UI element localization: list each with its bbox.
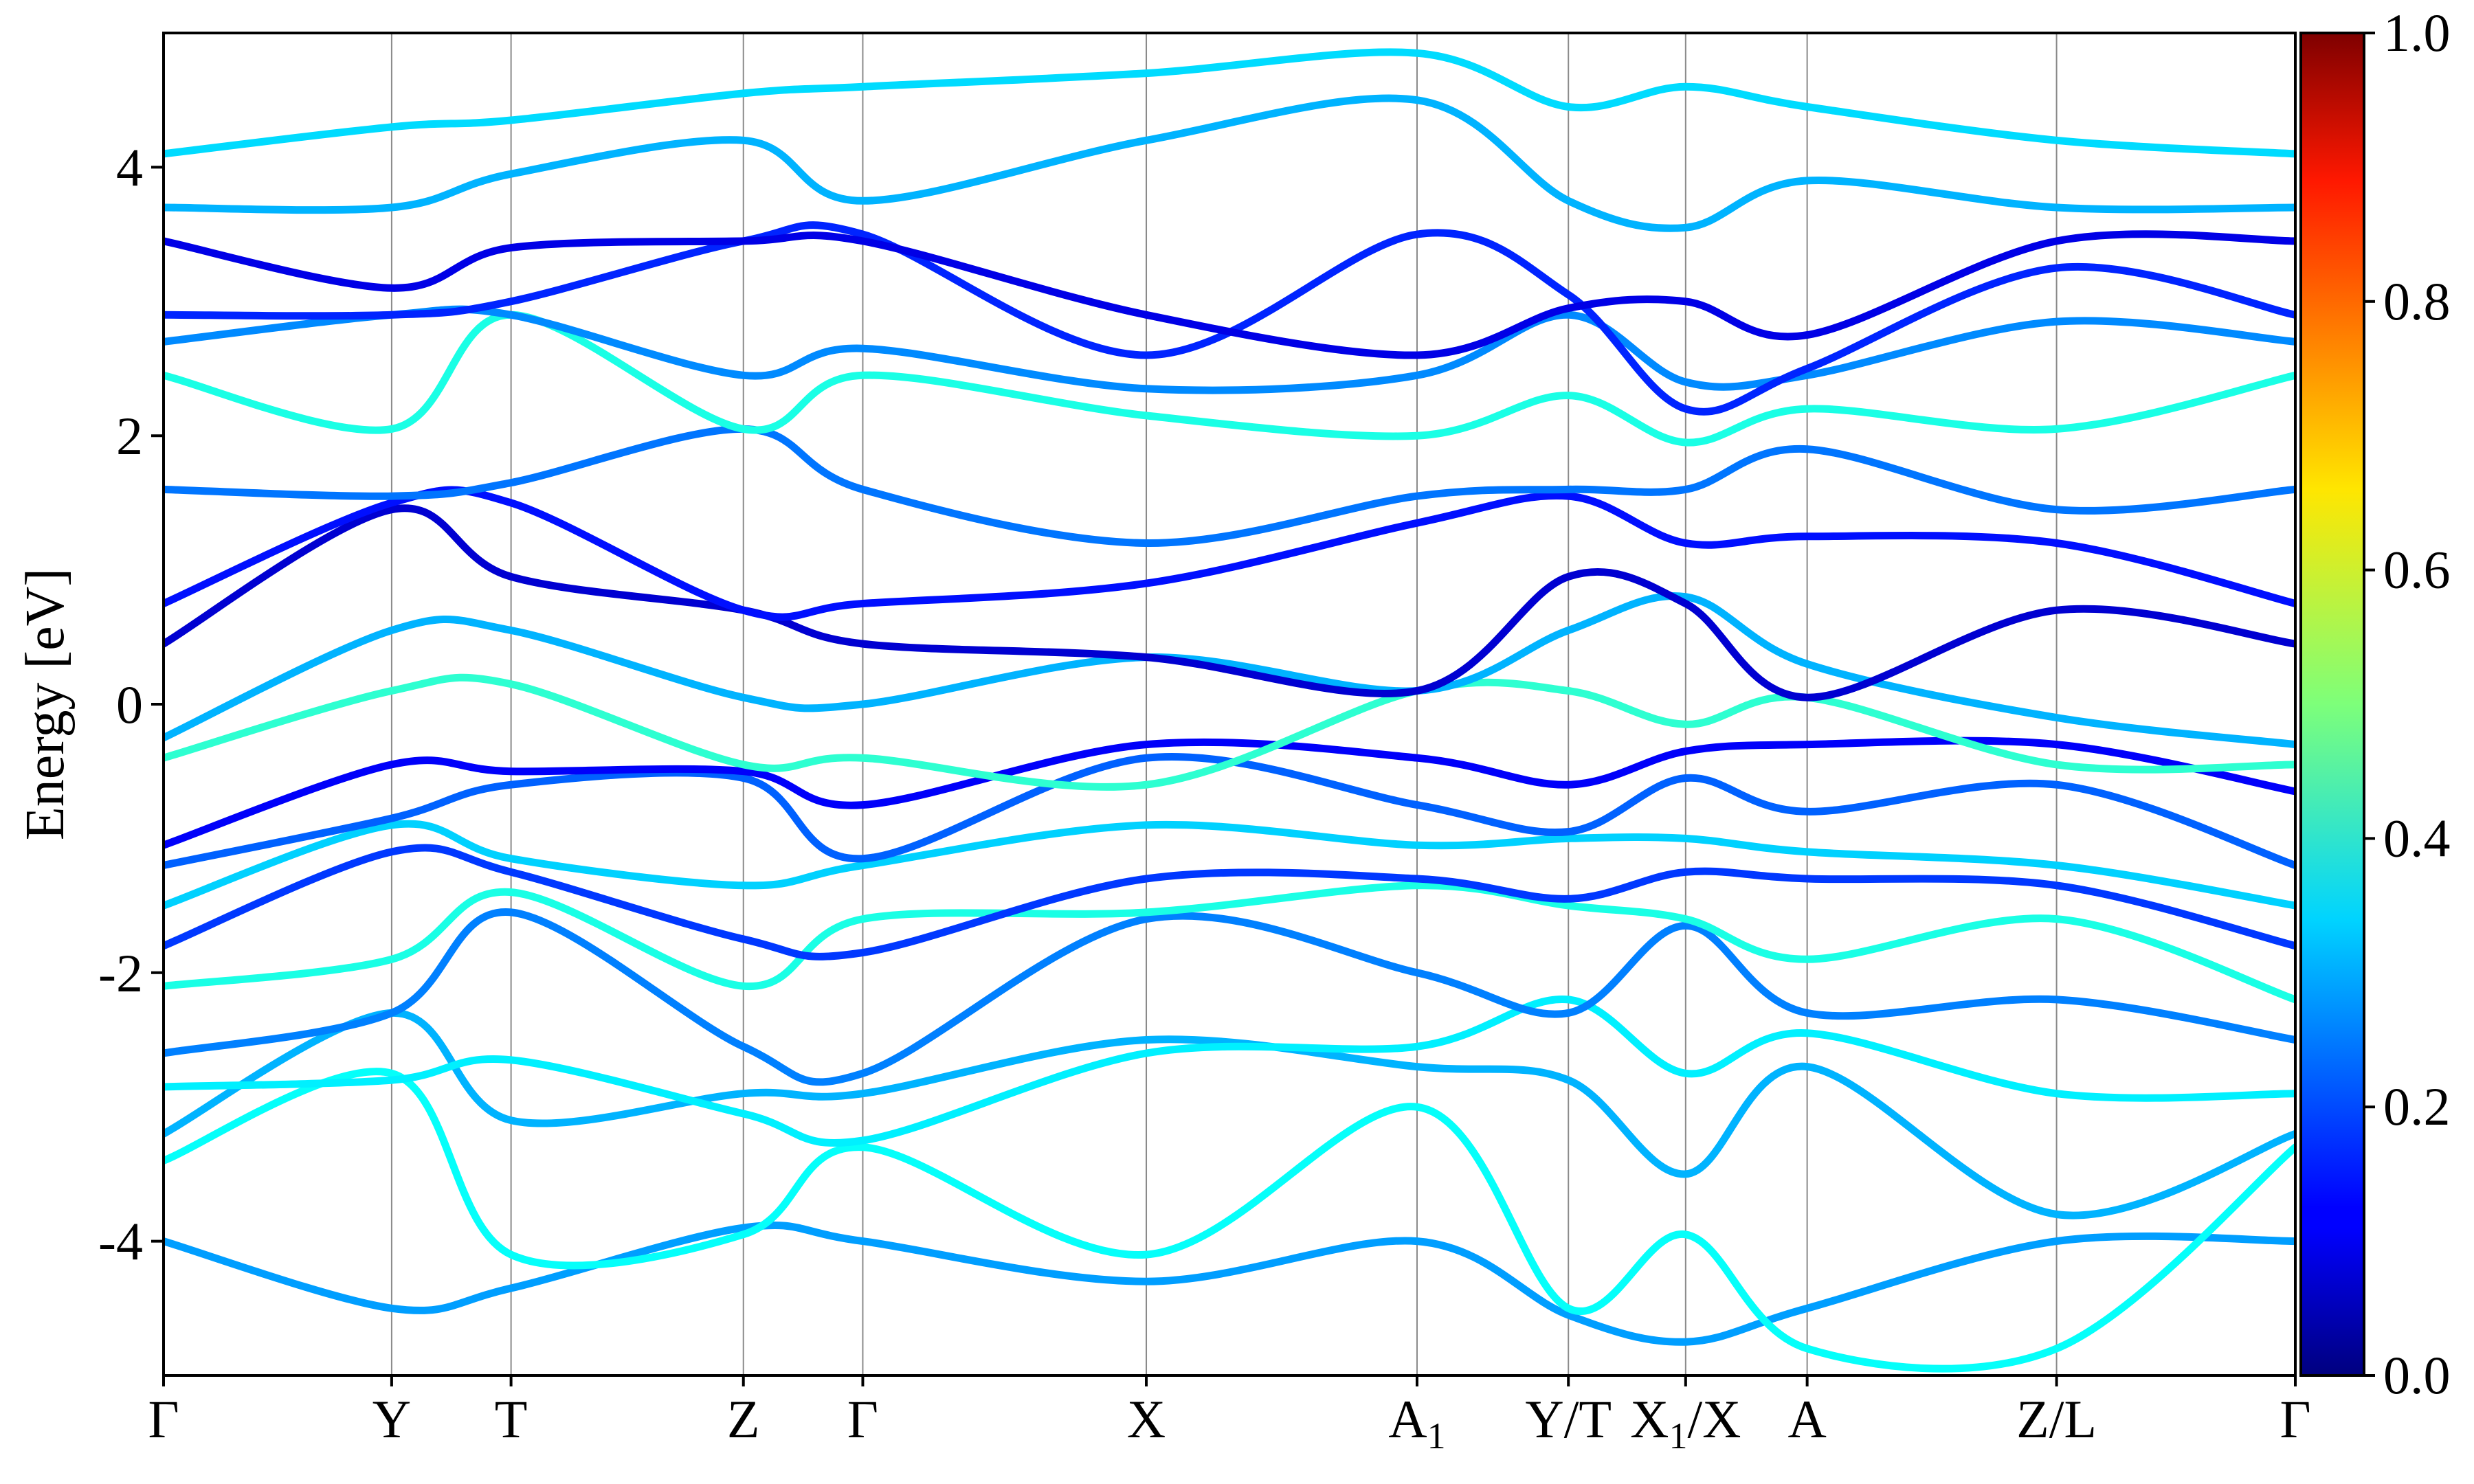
colorbar-tick-label-4: 0.8 (2383, 271, 2451, 331)
y-axis: -4 -2 0 2 4 (98, 137, 164, 1272)
band-3 (164, 995, 2295, 1147)
y-axis-title: Energy [eV] (15, 568, 76, 840)
band-18 (164, 230, 2295, 359)
y-tick-label-4: 4 (116, 137, 143, 197)
band-1 (164, 1068, 2295, 1373)
x-tick-label-10: Z/L (2016, 1389, 2097, 1449)
band-0 (164, 1222, 2295, 1346)
band-8 (164, 752, 2295, 869)
band-16 (164, 305, 2295, 394)
x-tick-label-2: T (495, 1389, 528, 1449)
band-5 (164, 881, 2295, 1004)
y-tick-label-2: 0 (116, 675, 143, 734)
band-17 (164, 221, 2295, 416)
band-6 (164, 844, 2295, 960)
high-symmetry-lines (390, 33, 2058, 1375)
colorbar: 0.0 0.2 0.4 0.6 0.8 1.0 (2299, 3, 2451, 1405)
colorbar-tick-label-0: 0.0 (2383, 1345, 2451, 1405)
colorbar-tick-label-5: 1.0 (2383, 3, 2451, 63)
band-lines (164, 48, 2295, 1373)
band-9 (164, 737, 2295, 849)
colorbar-gradient (2299, 32, 2365, 1377)
band-15 (164, 311, 2295, 447)
x-tick-label-0: Γ (148, 1389, 179, 1449)
band-12 (164, 504, 2295, 701)
colorbar-tick-label-1: 0.2 (2383, 1077, 2451, 1136)
x-tick-label-1: Y (372, 1389, 411, 1449)
band-4 (164, 908, 2295, 1086)
band-14 (164, 425, 2295, 548)
x-tick-label-5: X (1127, 1389, 1166, 1449)
band-7 (164, 820, 2295, 910)
x-tick-label-9: A (1787, 1389, 1826, 1449)
colorbar-tick-label-2: 0.4 (2383, 808, 2451, 868)
x-tick-label-6: A1 (1388, 1389, 1445, 1457)
x-tick-label-7: Y/T (1525, 1389, 1612, 1449)
colorbar-tick-label-3: 0.6 (2383, 540, 2451, 600)
y-tick-label-1: -2 (98, 943, 143, 1003)
x-tick-label-4: Γ (847, 1389, 878, 1449)
band-20 (164, 48, 2295, 158)
band-13 (164, 486, 2295, 621)
band-10 (164, 673, 2295, 791)
x-tick-label-11: Γ (2280, 1389, 2310, 1449)
band-19 (164, 94, 2295, 232)
x-tick-label-3: Z (727, 1389, 760, 1449)
x-tick-label-8: X1/X (1630, 1389, 1741, 1457)
y-tick-label-0: -4 (98, 1212, 143, 1272)
y-tick-label-3: 2 (116, 406, 143, 466)
x-axis: Γ Y T Z Γ X A1 Y/T X1/X A Z/L Γ (148, 1375, 2311, 1457)
colorbar-ticks: 0.0 0.2 0.4 0.6 0.8 1.0 (2364, 3, 2451, 1405)
